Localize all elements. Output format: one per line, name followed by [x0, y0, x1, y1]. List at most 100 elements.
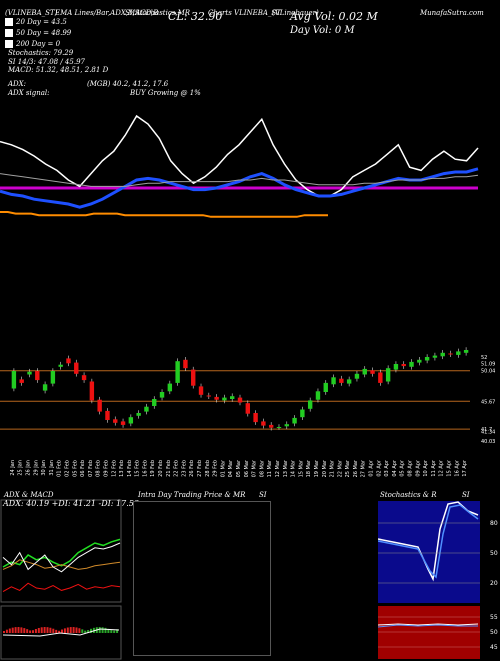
- macd-bar: [87, 630, 90, 633]
- macd-bar: [69, 627, 72, 633]
- candle-body: [417, 359, 422, 363]
- candle-body: [432, 355, 438, 358]
- legend-swatch: [5, 40, 13, 48]
- x-tick-label: 05 Feb: [72, 460, 78, 477]
- macd-bar: [37, 627, 40, 633]
- adx-overlay: ADX: 40.19 +DI: 41.21 -DI: 17.58: [3, 499, 139, 508]
- macd-bar: [58, 630, 61, 633]
- macd-bar: [107, 628, 110, 633]
- macd-bar: [84, 630, 87, 633]
- adx-macd-panel: [0, 499, 122, 660]
- candle-body: [370, 370, 375, 374]
- candle-body: [463, 350, 469, 353]
- x-tick-label: 18 Mar: [306, 459, 312, 477]
- candle-body: [307, 400, 313, 409]
- candle-body: [401, 364, 406, 367]
- right-text: (VLinebauer): [272, 9, 319, 17]
- x-tick-label: 21 Feb: [166, 460, 172, 477]
- macd-bar: [49, 627, 52, 633]
- x-tick-label: 25 Jan: [18, 460, 24, 476]
- candle-body: [222, 397, 227, 401]
- x-tick-label: 22 Feb: [174, 460, 180, 477]
- macd-bar: [66, 627, 69, 633]
- x-tick-label: 26 Jan: [25, 460, 31, 476]
- macd-bar: [52, 628, 55, 633]
- x-tick-label: 02 Feb: [64, 460, 70, 477]
- x-tick-label: 16 Apr: [454, 459, 460, 477]
- macd-bar: [81, 629, 84, 633]
- x-tick-label: 20 Feb: [158, 460, 164, 477]
- macd-bar: [72, 627, 75, 633]
- x-tick-label: 19 Mar: [314, 459, 320, 477]
- legend-50day: 50 Day = 48.99: [5, 29, 71, 37]
- adx-signal-label: ADX signal:: [8, 89, 50, 97]
- legend-swatch: [5, 29, 13, 37]
- candle-body: [128, 417, 134, 424]
- candle-body: [191, 369, 196, 386]
- macd-bar: [63, 628, 66, 633]
- x-tick-label: 23 Feb: [181, 460, 187, 477]
- candle-body: [206, 395, 212, 397]
- si-tick-label: 50: [490, 629, 498, 636]
- candle-body: [346, 379, 352, 384]
- candle-body: [66, 358, 71, 364]
- y-tick-label: 41.34: [481, 430, 495, 436]
- x-tick-label: 08 Mar: [259, 459, 265, 477]
- x-tick-label: 07 Feb: [88, 460, 94, 477]
- candle-body: [339, 378, 344, 383]
- macd-bar: [55, 629, 58, 633]
- plus-di-line: [2, 538, 121, 568]
- candle-body: [74, 362, 79, 374]
- x-tick-label: 15 Apr: [447, 459, 453, 477]
- candle-body: [167, 383, 173, 392]
- orange-ema-line: [0, 211, 328, 218]
- candle-body: [230, 396, 235, 399]
- x-tick-label: 28 Feb: [205, 460, 211, 477]
- white-ema-line: [0, 114, 479, 197]
- macd-line: [2, 628, 120, 637]
- stoch-tick-label: 80: [490, 520, 498, 527]
- macd-bar: [3, 631, 5, 633]
- candle-body: [284, 424, 289, 427]
- x-tick-label: 10 Apr: [423, 459, 429, 477]
- si-avg-line: [378, 624, 478, 628]
- stoch-tick-label: 50: [490, 550, 498, 557]
- candle-body: [214, 396, 219, 400]
- candle-body: [409, 361, 414, 367]
- stochastics-value: Stochastics: 79.29: [8, 49, 74, 57]
- x-tick-label: 01 Apr: [369, 459, 375, 477]
- candle-body: [448, 353, 453, 355]
- x-tick-label: 26 Mar: [353, 459, 359, 477]
- y-tick-label: 40.03: [481, 439, 495, 445]
- candle-body: [152, 399, 157, 406]
- white-line: [2, 542, 121, 573]
- candle-body: [19, 379, 24, 383]
- candle-body: [159, 392, 165, 398]
- candle-body: [136, 413, 141, 416]
- candle-body: [253, 413, 258, 423]
- macd-bar: [20, 627, 23, 633]
- candle-body: [261, 421, 266, 426]
- x-tick-label: 15 Mar: [298, 459, 304, 477]
- intraday-panel-title: Intra Day Trading Price & MR: [138, 491, 246, 499]
- si-value: SI 14/3: 47.08 / 45.97: [8, 58, 85, 66]
- macd-bar: [113, 630, 116, 633]
- candle-body: [58, 364, 63, 367]
- stoch-tick-label: 20: [490, 580, 498, 587]
- macd-bar: [40, 627, 43, 633]
- macd-bar: [5, 629, 8, 633]
- candle-body: [27, 371, 32, 375]
- candle-body: [50, 371, 56, 384]
- x-tick-label: 14 Mar: [291, 459, 297, 477]
- x-tick-label: 06 Mar: [244, 459, 250, 477]
- ema-chart: [0, 114, 479, 218]
- intraday-si: SI: [259, 491, 267, 499]
- chart-name: Charts VLINEBA_ST: [208, 9, 281, 17]
- macd-bar: [101, 627, 104, 633]
- adx-label: ADX:: [8, 80, 27, 88]
- x-tick-label: 08 Feb: [96, 460, 102, 477]
- legend-200day: 200 Day = 0: [5, 40, 60, 48]
- x-tick-label: 06 Feb: [80, 460, 86, 477]
- y-tick-label: 51.09: [481, 361, 495, 367]
